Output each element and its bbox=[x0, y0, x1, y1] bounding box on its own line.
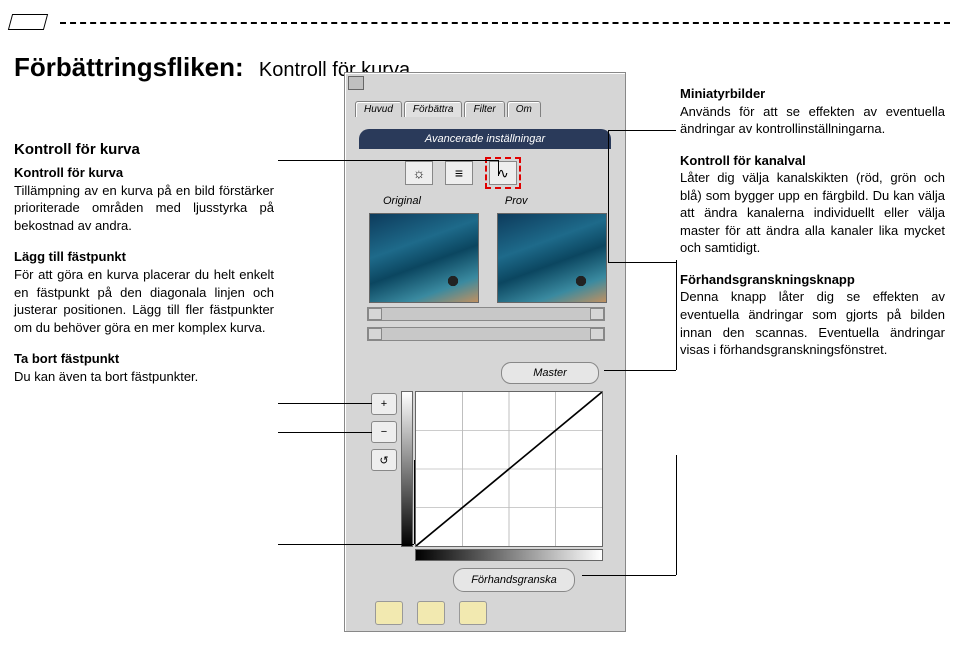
right-block-3: Förhandsgranskningsknapp Denna knapp låt… bbox=[680, 271, 945, 359]
left-block-2-title: Lägg till fästpunkt bbox=[14, 249, 126, 264]
thumb-label-sample: Prov bbox=[505, 195, 528, 207]
levels-icon[interactable]: ≡ bbox=[445, 161, 473, 185]
delete-icon[interactable] bbox=[459, 601, 487, 625]
gradient-y-axis bbox=[401, 391, 413, 547]
left-column: Kontroll för kurva Kontroll för kurva Ti… bbox=[14, 140, 274, 399]
thumbnail-sample[interactable] bbox=[497, 213, 607, 303]
bottom-icon-row bbox=[375, 601, 487, 625]
title-main: Förbättringsfliken: bbox=[14, 52, 244, 82]
left-block-2: Lägg till fästpunkt För att göra en kurv… bbox=[14, 248, 274, 336]
channel-master-button[interactable]: Master bbox=[501, 362, 599, 384]
scanner-panel: Huvud Förbättra Filter Om Avancerade ins… bbox=[344, 72, 626, 632]
right-block-1-title: Miniatyrbilder bbox=[680, 86, 765, 101]
connector-line bbox=[278, 160, 498, 161]
scroll-left-icon[interactable] bbox=[368, 308, 382, 320]
thumbnail-scrollbar-2[interactable] bbox=[367, 327, 605, 341]
curve-side-buttons: + − ↺ bbox=[371, 393, 397, 471]
right-column: Miniatyrbilder Används för att se effekt… bbox=[680, 85, 945, 373]
connector-line bbox=[278, 432, 372, 433]
thumbnail-scrollbar-1[interactable] bbox=[367, 307, 605, 321]
advanced-settings-bar[interactable]: Avancerade inställningar bbox=[359, 129, 611, 149]
connector-line bbox=[498, 160, 499, 176]
right-block-1-text: Används för att se effekten av eventuell… bbox=[680, 104, 945, 137]
left-heading: Kontroll för kurva bbox=[14, 140, 274, 160]
brightness-icon[interactable]: ☼ bbox=[405, 161, 433, 185]
highlighted-curve-tool: ∿ bbox=[485, 157, 521, 189]
tab-improve[interactable]: Förbättra bbox=[404, 101, 463, 117]
save-icon[interactable] bbox=[417, 601, 445, 625]
right-block-3-text: Denna knapp låter dig se effekten av eve… bbox=[680, 289, 945, 357]
connector-line bbox=[604, 370, 676, 371]
right-block-2-text: Låter dig välja kanalskikten (röd, grön … bbox=[680, 170, 945, 255]
right-block-2: Kontroll för kanalval Låter dig välja ka… bbox=[680, 152, 945, 257]
sun-glyph: ☼ bbox=[413, 165, 426, 181]
right-block-3-title: Förhandsgranskningsknapp bbox=[680, 272, 855, 287]
right-block-2-title: Kontroll för kanalval bbox=[680, 153, 806, 168]
add-point-button[interactable]: + bbox=[371, 393, 397, 415]
left-block-1: Kontroll för kurva Tillämpning av en kur… bbox=[14, 164, 274, 234]
left-block-3: Ta bort fästpunkt Du kan även ta bort fä… bbox=[14, 350, 274, 385]
curve-editor[interactable] bbox=[415, 391, 603, 547]
tool-icon-row: ☼ ≡ ∿ bbox=[405, 157, 521, 189]
left-block-2-text: För att göra en kurva placerar du helt e… bbox=[14, 267, 274, 335]
tab-bar: Huvud Förbättra Filter Om bbox=[355, 101, 541, 117]
tab-filter[interactable]: Filter bbox=[464, 101, 504, 117]
connector-line bbox=[582, 575, 676, 576]
open-icon[interactable] bbox=[375, 601, 403, 625]
thumb-labels: Original Prov bbox=[383, 195, 528, 207]
connector-line bbox=[676, 455, 677, 575]
scanner-logo-icon bbox=[8, 12, 50, 34]
scroll-right-icon[interactable] bbox=[590, 308, 604, 320]
tab-main[interactable]: Huvud bbox=[355, 101, 402, 117]
remove-point-button[interactable]: − bbox=[371, 421, 397, 443]
connector-line bbox=[278, 403, 372, 404]
left-block-1-text: Tillämpning av en kurva på en bild först… bbox=[14, 183, 274, 233]
scroll-left-icon[interactable] bbox=[368, 328, 382, 340]
thumb-label-original: Original bbox=[383, 195, 421, 207]
minimize-button[interactable] bbox=[348, 76, 364, 90]
reset-curve-button[interactable]: ↺ bbox=[371, 449, 397, 471]
left-block-3-text: Du kan även ta bort fästpunkter. bbox=[14, 369, 198, 384]
thumbnails-row bbox=[369, 213, 607, 303]
preview-button[interactable]: Förhandsgranska bbox=[453, 568, 575, 592]
connector-line bbox=[676, 260, 677, 370]
gradient-x-axis bbox=[415, 549, 603, 561]
right-block-1: Miniatyrbilder Används för att se effekt… bbox=[680, 85, 945, 138]
slider-glyph: ≡ bbox=[455, 165, 463, 181]
tab-about[interactable]: Om bbox=[507, 101, 541, 117]
connector-line bbox=[278, 544, 414, 545]
curve-tool-icon[interactable]: ∿ bbox=[489, 161, 517, 185]
thumbnail-original[interactable] bbox=[369, 213, 479, 303]
connector-line bbox=[608, 130, 676, 131]
scroll-right-icon[interactable] bbox=[590, 328, 604, 340]
left-block-1-title: Kontroll för kurva bbox=[14, 165, 123, 180]
connector-line bbox=[414, 460, 415, 544]
connector-line bbox=[608, 262, 676, 263]
connector-line bbox=[608, 130, 609, 262]
header-divider bbox=[60, 22, 950, 26]
left-block-3-title: Ta bort fästpunkt bbox=[14, 351, 119, 366]
